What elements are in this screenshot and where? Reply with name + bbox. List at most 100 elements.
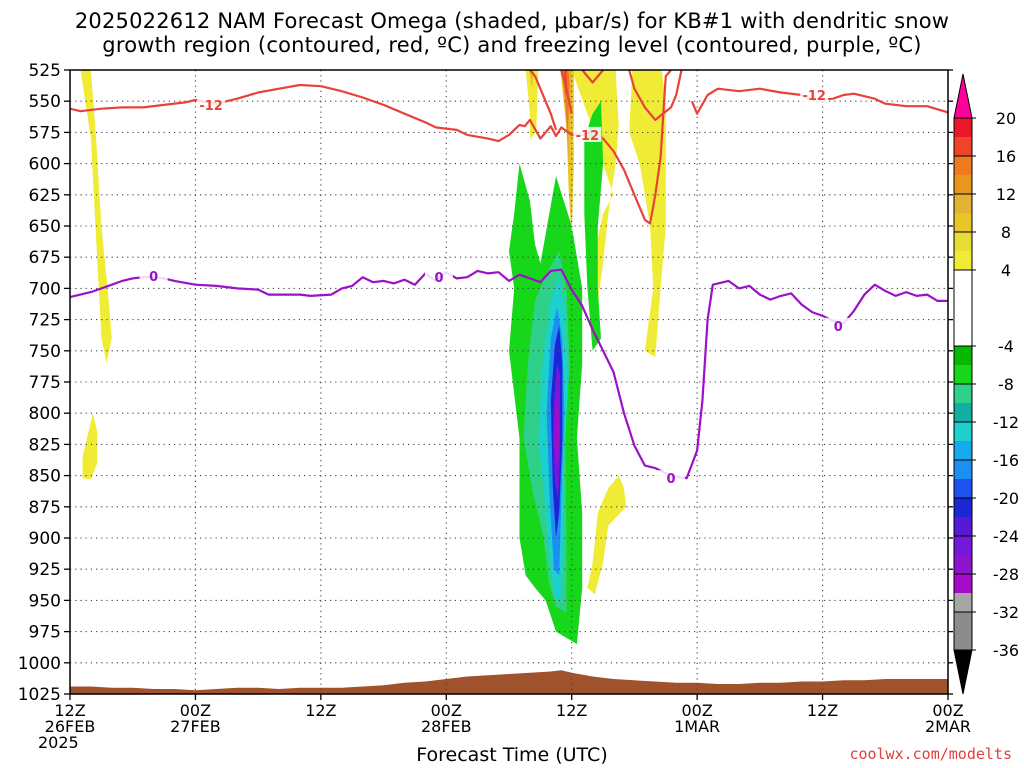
omega-region-14 — [555, 388, 560, 470]
colorbar-bin-7 — [954, 251, 972, 270]
dgz-minus12-contour-segment-1 — [560, 69, 573, 114]
x-tick-label-0-2: 2025 — [38, 733, 79, 752]
x-axis-label: Forecast Time (UTC) — [416, 744, 608, 766]
omega-region-6 — [587, 475, 627, 595]
plot-frame — [69, 69, 949, 695]
colorbar-bin-4 — [954, 194, 972, 213]
chart-title-line-2: growth region (contoured, red, ºC) and f… — [102, 33, 922, 57]
omega-region-8 — [584, 101, 604, 351]
y-tick-label-725: 725 — [29, 311, 61, 331]
terrain-fill — [70, 670, 948, 694]
x-tick-label-12-1: 27FEB — [170, 717, 221, 736]
y-tick-label-875: 875 — [29, 498, 61, 518]
freezing-level-label-bg-2 — [657, 470, 686, 486]
colorbar-label-16: 16 — [996, 147, 1016, 166]
freezing-level-label-bg-3 — [824, 317, 853, 333]
dgz-minus12-label-2: -12 — [802, 89, 826, 104]
colorbar-label-12: 12 — [996, 185, 1016, 204]
terrain-layer — [70, 670, 948, 694]
colorbar-label--20: -20 — [993, 489, 1019, 508]
colorbar-bin-14 — [954, 441, 972, 460]
omega-region-3 — [571, 70, 619, 339]
colorbar-bin-1 — [954, 137, 972, 156]
x-tick-label-0-0: 12Z — [54, 701, 85, 720]
colorbar-label--8: -8 — [998, 375, 1014, 394]
colorbar-bin-11 — [954, 384, 972, 403]
x-tick-label-36-0: 00Z — [431, 701, 462, 720]
omega-region-1 — [82, 413, 98, 480]
x-tick-label-36-1: 28FEB — [421, 717, 472, 736]
y-tick-label-675: 675 — [29, 248, 61, 268]
colorbar-bottom-arrow — [953, 649, 973, 695]
freezing-level-contour — [69, 268, 948, 480]
contour-layer: -12 -12 -12 0 0 0 0 — [69, 69, 949, 487]
x-tick-label-60-0: 00Z — [681, 701, 712, 720]
x-tick-label-48-0: 12Z — [556, 701, 587, 720]
y-tick-label-900: 900 — [29, 529, 61, 549]
colorbar-bin-20 — [954, 555, 972, 574]
y-tick-label-625: 625 — [29, 186, 61, 206]
dgz-minus12-label-0: -12 — [199, 99, 223, 114]
y-tick-label-1025: 1025 — [18, 685, 61, 705]
colorbar-bin-6 — [954, 232, 972, 251]
y-tick-label-650: 650 — [29, 217, 61, 237]
omega-region-0 — [80, 70, 112, 364]
colorbar-label--12: -12 — [993, 413, 1019, 432]
y-tick-label-1000: 1000 — [18, 654, 61, 674]
y-tick-label-600: 600 — [29, 155, 61, 175]
colorbar-bin-12 — [954, 403, 972, 422]
dgz-minus12-label-bg-1 — [573, 126, 602, 142]
x-tick-label-84-1: 2MAR — [925, 717, 971, 736]
y-tick-label-850: 850 — [29, 467, 61, 487]
x-tick-label-72-0: 12Z — [807, 701, 838, 720]
y-tick-label-700: 700 — [29, 279, 61, 299]
y-tick-label-525: 525 — [29, 61, 61, 81]
freezing-level-label-2: 0 — [666, 472, 675, 487]
colorbar-label--28: -28 — [993, 565, 1019, 584]
chart-title-line-1: 2025022612 NAM Forecast Omega (shaded, μ… — [74, 9, 950, 33]
colorbar-bin-8 — [954, 270, 972, 346]
omega-region-2 — [525, 70, 539, 139]
y-tick-label-775: 775 — [29, 373, 61, 393]
colorbar-bin-17 — [954, 498, 972, 517]
grid-layer — [70, 70, 948, 694]
colorbar-bin-13 — [954, 422, 972, 441]
omega-region-4 — [629, 70, 666, 357]
dgz-minus12-contour-segment-2 — [581, 69, 604, 84]
dgz-minus12-contour-segment-0 — [529, 69, 558, 131]
x-tick-label-12-0: 00Z — [180, 701, 211, 720]
colorbar-bin-22 — [954, 593, 972, 612]
freezing-level-label-bg-0 — [139, 267, 168, 283]
colorbar-label--32: -32 — [993, 603, 1019, 622]
colorbar: 20 16 12 8 4 -4 -8 -12 -16 -20 -24 -28 -32 -36 — [953, 73, 1019, 695]
colorbar-label--36: -36 — [993, 641, 1019, 660]
colorbar-bin-3 — [954, 175, 972, 194]
y-tick-label-750: 750 — [29, 342, 61, 362]
y-tick-label-825: 825 — [29, 435, 61, 455]
freezing-level-label-0: 0 — [149, 270, 158, 285]
freezing-level-label-3: 0 — [834, 320, 843, 335]
colorbar-label-4: 4 — [1001, 261, 1011, 280]
colorbar-bin-18 — [954, 517, 972, 536]
x-tick-label-60-1: 1MAR — [674, 717, 720, 736]
y-tick-label-975: 975 — [29, 623, 61, 643]
x-tick-label-84-0: 00Z — [932, 701, 963, 720]
dgz-minus12-contour-segment-3 — [628, 69, 683, 122]
colorbar-bin-10 — [954, 365, 972, 384]
colorbar-label--16: -16 — [993, 451, 1019, 470]
dgz-minus12-label-1: -12 — [576, 129, 600, 144]
colorbar-label-8: 8 — [1001, 223, 1011, 242]
y-tick-label-925: 925 — [29, 560, 61, 580]
colorbar-bin-15 — [954, 460, 972, 479]
colorbar-bin-21 — [954, 574, 972, 593]
colorbar-bin-16 — [954, 479, 972, 498]
y-tick-label-950: 950 — [29, 591, 61, 611]
site-credit[interactable]: coolwx.com/modelts — [849, 745, 1012, 763]
omega-shading-layer — [80, 70, 666, 645]
colorbar-bin-5 — [954, 213, 972, 232]
colorbar-bin-9 — [954, 346, 972, 365]
freezing-level-label-1: 0 — [434, 271, 443, 286]
y-tick-label-575: 575 — [29, 123, 61, 143]
colorbar-bin-2 — [954, 156, 972, 175]
